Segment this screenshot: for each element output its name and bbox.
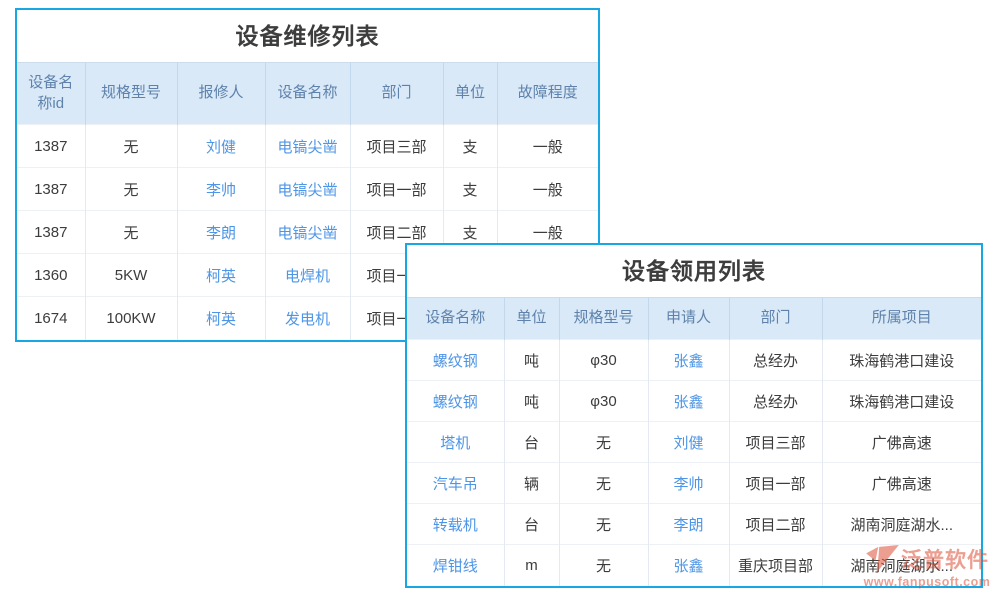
table-cell: 1360 — [17, 253, 85, 297]
table-row: 1387 无李帅 电镐尖凿 项目一部支一般 — [17, 167, 598, 211]
table-row: 转载机台无李朗 项目二部 湖南洞庭湖水... — [407, 503, 981, 545]
table-row: 1387 无刘健 电镐尖凿 项目三部支一般 — [17, 124, 598, 168]
repair-header-row: 设备名称id 规格型号 报修人 设备名称 部门 单位 故障程度 — [17, 62, 598, 125]
table-cell: 项目一部 — [728, 462, 822, 504]
column-header: 部门 — [349, 62, 443, 125]
column-header: 部门 — [728, 297, 822, 340]
cell-link[interactable]: 电镐尖凿 — [264, 124, 350, 168]
table-cell: 湖南洞庭湖水... — [821, 503, 981, 545]
column-header: 单位 — [503, 297, 559, 340]
cell-link[interactable]: 柯英 — [176, 253, 265, 297]
table-cell: 台 — [503, 421, 559, 463]
cell-link[interactable]: 柯英 — [176, 296, 265, 340]
table-cell: 辆 — [503, 462, 559, 504]
table-cell: 无 — [558, 544, 648, 586]
cell-link[interactable]: 张鑫 — [647, 380, 729, 422]
cell-link[interactable]: 螺纹钢 — [407, 380, 504, 422]
table-cell: 总经办 — [728, 380, 822, 422]
cell-link[interactable]: 李帅 — [176, 167, 265, 211]
table-row: 螺纹钢吨 φ30 张鑫 总经办 珠海鹤港口建设 — [407, 339, 981, 381]
column-header: 故障程度 — [496, 62, 598, 125]
table-cell: 1674 — [17, 296, 85, 340]
table-cell: 湖南洞庭湖水... — [821, 544, 981, 586]
table-cell: 项目二部 — [349, 210, 443, 254]
table-cell: 总经办 — [728, 339, 822, 381]
table-cell: 一般 — [496, 167, 598, 211]
table-cell: 重庆项目部 — [728, 544, 822, 586]
table-cell: 1387 — [17, 167, 85, 211]
column-header: 报修人 — [176, 62, 265, 125]
table-cell: 无 — [558, 503, 648, 545]
requisition-table: 设备名称 单位 规格型号 申请人 部门 所属项目 螺纹钢吨 φ30 张鑫 总经办 珠海鹤港口建设螺… — [407, 297, 981, 586]
column-header: 规格型号 — [84, 62, 177, 125]
table-cell: φ30 — [558, 380, 648, 422]
table-cell: 珠海鹤港口建设 — [821, 339, 981, 381]
table-cell: 1387 — [17, 124, 85, 168]
table-cell: 项目一部 — [349, 167, 443, 211]
table-cell: 支 — [442, 167, 497, 211]
table-cell: 无 — [558, 462, 648, 504]
cell-link[interactable]: 张鑫 — [647, 339, 729, 381]
table-cell: 无 — [84, 167, 177, 211]
cell-link[interactable]: 汽车吊 — [407, 462, 504, 504]
repair-table-title: 设备维修列表 — [17, 10, 598, 62]
column-header: 申请人 — [647, 297, 729, 340]
cell-link[interactable]: 李朗 — [647, 503, 729, 545]
cell-link[interactable]: 电焊机 — [264, 253, 350, 297]
cell-link[interactable]: 刘健 — [647, 421, 729, 463]
column-header: 单位 — [442, 62, 497, 125]
table-cell: m — [503, 544, 559, 586]
table-cell: 项目三部 — [728, 421, 822, 463]
column-header: 设备名称 — [407, 297, 504, 340]
table-cell: 项目二部 — [728, 503, 822, 545]
table-cell: 台 — [503, 503, 559, 545]
cell-link[interactable]: 刘健 — [176, 124, 265, 168]
table-row: 焊钳线 m 无张鑫 重庆项目部 湖南洞庭湖水... — [407, 544, 981, 586]
table-cell: 珠海鹤港口建设 — [821, 380, 981, 422]
column-header: 设备名称 — [264, 62, 350, 125]
cell-link[interactable]: 焊钳线 — [407, 544, 504, 586]
table-cell: 无 — [558, 421, 648, 463]
cell-link[interactable]: 发电机 — [264, 296, 350, 340]
table-cell: φ30 — [558, 339, 648, 381]
table-cell: 5KW — [84, 253, 177, 297]
table-cell: 无 — [84, 210, 177, 254]
table-row: 塔机台无刘健 项目三部 广佛高速 — [407, 421, 981, 463]
table-row: 螺纹钢吨 φ30 张鑫 总经办 珠海鹤港口建设 — [407, 380, 981, 422]
cell-link[interactable]: 电镐尖凿 — [264, 167, 350, 211]
column-header: 所属项目 — [821, 297, 981, 340]
requisition-table-title: 设备领用列表 — [407, 245, 981, 297]
table-row: 汽车吊辆无李帅 项目一部 广佛高速 — [407, 462, 981, 504]
column-header: 规格型号 — [558, 297, 648, 340]
table-cell: 广佛高速 — [821, 462, 981, 504]
table-cell: 吨 — [503, 339, 559, 381]
cell-link[interactable]: 李朗 — [176, 210, 265, 254]
table-cell: 广佛高速 — [821, 421, 981, 463]
cell-link[interactable]: 塔机 — [407, 421, 504, 463]
table-cell: 支 — [442, 124, 497, 168]
cell-link[interactable]: 转载机 — [407, 503, 504, 545]
cell-link[interactable]: 螺纹钢 — [407, 339, 504, 381]
table-cell: 100KW — [84, 296, 177, 340]
table-cell: 1387 — [17, 210, 85, 254]
cell-link[interactable]: 张鑫 — [647, 544, 729, 586]
cell-link[interactable]: 李帅 — [647, 462, 729, 504]
table-cell: 项目三部 — [349, 124, 443, 168]
table-cell: 一般 — [496, 124, 598, 168]
cell-link[interactable]: 电镐尖凿 — [264, 210, 350, 254]
column-header: 设备名称id — [17, 62, 85, 125]
requisition-header-row: 设备名称 单位 规格型号 申请人 部门 所属项目 — [407, 297, 981, 340]
table-cell: 无 — [84, 124, 177, 168]
table-cell: 吨 — [503, 380, 559, 422]
requisition-table-panel: 设备领用列表 设备名称 单位 规格型号 申请人 部门 所属项目 螺纹钢吨 φ30 张鑫 总经办珠… — [405, 243, 983, 588]
